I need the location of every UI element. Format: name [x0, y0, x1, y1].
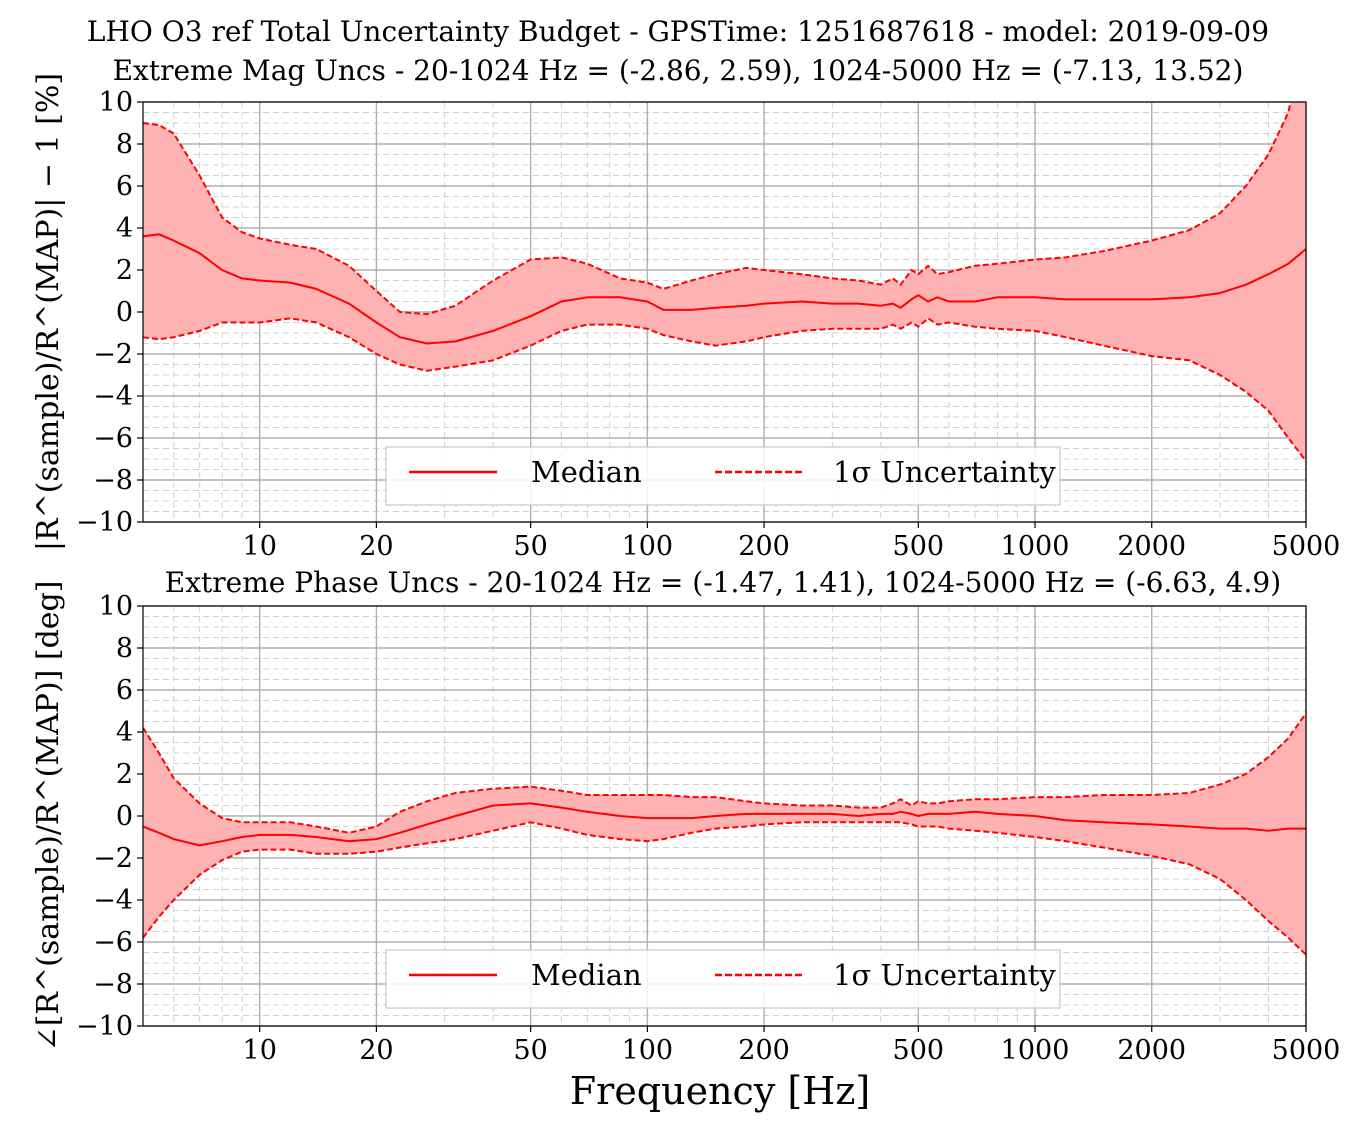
y-tick-label: 8	[116, 633, 133, 664]
phase-panel-title: Extreme Phase Uncs - 20-1024 Hz = (-1.47…	[164, 566, 1282, 599]
x-tick-label: 20	[359, 531, 393, 562]
y-tick-label: 0	[116, 297, 133, 328]
uncertainty-band	[143, 102, 1306, 462]
y-tick-label: 6	[116, 171, 133, 202]
legend: Median 1σ Uncertainty	[385, 949, 1061, 1009]
lower-uncertainty-line	[143, 821, 1306, 956]
legend: Median 1σ Uncertainty	[385, 446, 1061, 506]
y-tick-label: −4	[93, 381, 133, 412]
y-tick-label: −6	[93, 927, 133, 958]
y-tick-label: 8	[116, 129, 133, 160]
y-tick-label: 4	[116, 717, 133, 748]
ylabel-top: |R^(sample)/R^(MAP)| − 1 [%]	[31, 73, 66, 551]
x-axis-label: Frequency [Hz]	[570, 1069, 870, 1113]
x-tick-label: 100	[622, 1035, 674, 1066]
upper-uncertainty-line	[143, 102, 1292, 316]
x-tick-label: 5000	[1272, 1035, 1341, 1066]
median-line	[143, 233, 1306, 345]
x-tick-label: 10	[243, 531, 277, 562]
x-tick-label: 500	[893, 1035, 945, 1066]
legend-uncertainty-label: 1σ Uncertainty	[833, 958, 1056, 992]
x-tick-label: 100	[622, 531, 674, 562]
x-tick-label: 2000	[1117, 531, 1186, 562]
x-tick-label: 1000	[1001, 531, 1070, 562]
y-tick-label: −6	[93, 423, 133, 454]
y-tick-label: −10	[76, 507, 133, 538]
x-tick-label: 2000	[1117, 1035, 1186, 1066]
y-tick-label: −8	[93, 969, 133, 1000]
lower-uncertainty-line	[143, 317, 1306, 462]
y-tick-label: 4	[116, 213, 133, 244]
x-tick-label: 500	[893, 531, 945, 562]
legend-box	[385, 949, 1061, 1009]
median-line	[143, 802, 1306, 847]
y-tick-label: −4	[93, 885, 133, 916]
y-tick-label: 10	[99, 87, 133, 118]
x-tick-label: 50	[513, 531, 547, 562]
ylabel-bottom: ∠[R^(sample)/R^(MAP)] [deg]	[31, 581, 66, 1052]
y-tick-label: 10	[99, 591, 133, 622]
y-tick-label: 2	[116, 759, 133, 790]
y-tick-label: −8	[93, 465, 133, 496]
plot-area	[143, 712, 1306, 956]
figure-title-line1: LHO O3 ref Total Uncertainty Budget - GP…	[86, 15, 1270, 48]
x-tick-label: 10	[243, 1035, 277, 1066]
figure-title-line2: Extreme Mag Uncs - 20-1024 Hz = (-2.86, …	[112, 54, 1244, 87]
y-tick-label: −2	[93, 339, 133, 370]
y-tick-label: 0	[116, 801, 133, 832]
x-tick-label: 200	[738, 1035, 790, 1066]
x-tick-label: 200	[738, 531, 790, 562]
legend-uncertainty-label: 1σ Uncertainty	[833, 455, 1056, 489]
y-tick-label: −2	[93, 843, 133, 874]
legend-box	[385, 446, 1061, 506]
upper-uncertainty-line	[143, 712, 1306, 834]
legend-median-label: Median	[531, 455, 642, 489]
legend-median-label: Median	[531, 958, 642, 992]
x-tick-label: 20	[359, 1035, 393, 1066]
x-tick-label: 1000	[1001, 1035, 1070, 1066]
plot-area	[143, 102, 1306, 462]
y-tick-label: 2	[116, 255, 133, 286]
y-tick-label: 6	[116, 675, 133, 706]
x-tick-label: 5000	[1272, 531, 1341, 562]
y-tick-label: −10	[76, 1011, 133, 1042]
x-tick-label: 50	[513, 1035, 547, 1066]
uncertainty-band	[143, 713, 1306, 955]
